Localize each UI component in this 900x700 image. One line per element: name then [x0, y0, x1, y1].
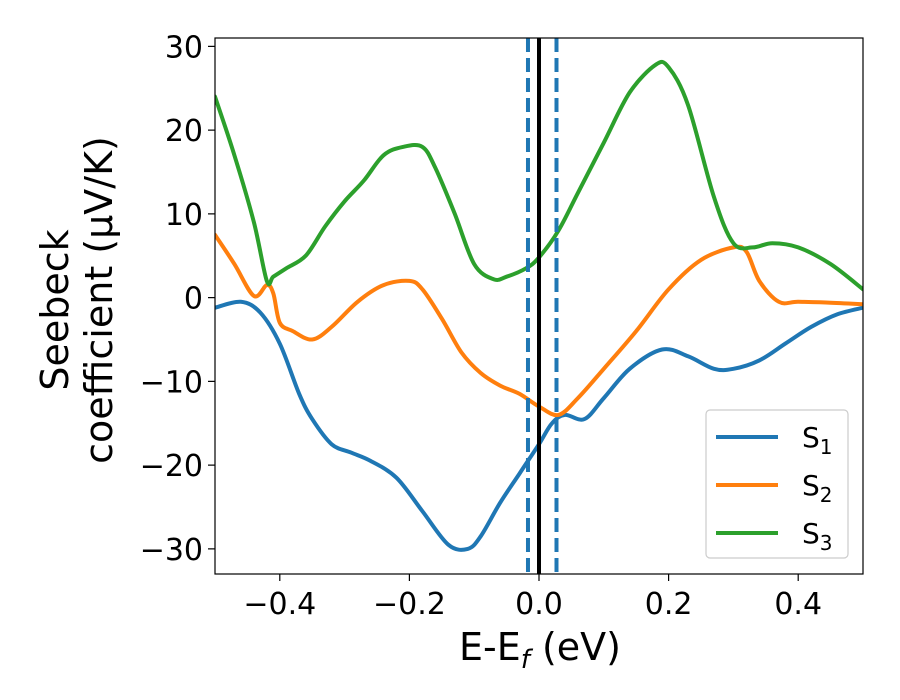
vertical-lines-layer	[525, 38, 559, 574]
legend-label-s2: S2	[802, 469, 833, 507]
y-tick-label: 0	[184, 282, 203, 317]
x-axis-label-main: E-E	[459, 625, 521, 669]
legend-items: S1 S2 S3	[716, 421, 833, 555]
y-tick-label: −10	[140, 365, 203, 400]
x-tick-label: 0.2	[645, 587, 693, 622]
y-axis-label-line1: Seebeck	[33, 229, 77, 390]
legend-label-s3: S3	[802, 517, 833, 555]
series-line-s3	[215, 59, 863, 292]
y-tick-label: −20	[140, 449, 203, 484]
y-tick-label: 10	[165, 198, 203, 233]
series-layer	[215, 59, 863, 552]
series-line-s1	[215, 299, 863, 552]
y-tick-label: 20	[165, 114, 203, 149]
x-tick-label: −0.2	[373, 587, 446, 622]
y-axis-label: Seebeck coefficient (μV/K)	[33, 136, 121, 464]
legend: S1 S2 S3	[705, 409, 849, 559]
ticks-layer: −0.4 −0.2 0.0 0.2 0.4 −30 −20 −10 0 10 20 30	[140, 30, 822, 622]
legend-label-s1: S1	[802, 421, 833, 459]
x-tick-label: −0.4	[243, 587, 316, 622]
x-axis-label-unit: (eV)	[530, 625, 621, 669]
y-axis-label-line2: coefficient (μV/K)	[77, 136, 121, 464]
y-tick-label: 30	[165, 30, 203, 65]
x-tick-label: 0.4	[774, 587, 822, 622]
y-tick-label: −30	[140, 533, 203, 568]
series-line-s2	[215, 232, 863, 418]
x-axis-label: E-Ef (eV)	[459, 625, 621, 675]
x-tick-label: 0.0	[515, 587, 563, 622]
